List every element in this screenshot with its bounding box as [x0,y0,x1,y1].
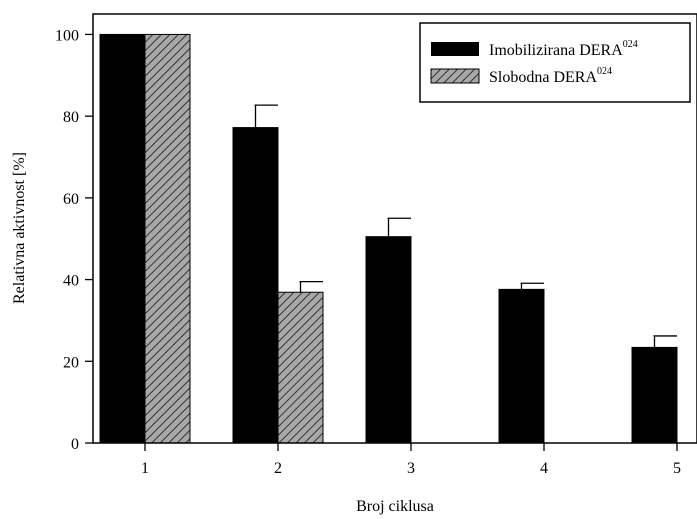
bars-layer [99,33,678,444]
bar-series1-cycle-3 [365,236,412,444]
y-tick-label: 100 [55,27,79,44]
legend-swatch-imobilizirana [431,42,479,56]
y-axis-title: Relativna aktivnost [%] [11,152,28,304]
legend: Imobilizirana DERA024 Slobodna DERA024 [419,22,691,103]
legend-label-imobilizirana: Imobilizirana DERA024 [489,39,638,59]
bar-series1-cycle-5 [631,346,678,444]
bar-series2-cycle-2 [277,291,324,444]
bar-series1-cycle-4 [498,288,545,444]
y-tick-label: 40 [63,273,79,290]
y-tick-label: 80 [63,109,79,126]
x-tick-label: 5 [673,460,681,477]
x-axis-title: Broj ciklusa [356,498,434,515]
y-tick-label: 20 [63,354,79,371]
legend-swatch-slobodna [430,68,480,84]
legend-label-slobodna: Slobodna DERA024 [489,66,612,86]
y-tick-label: 60 [63,191,79,208]
x-tick-label: 3 [407,460,415,477]
bar-series2-cycle-1 [144,33,191,444]
bar-series1-cycle-1 [99,33,146,444]
y-tick-label: 0 [71,436,79,453]
x-tick-label: 1 [141,460,149,477]
bar-series1-cycle-2 [232,127,279,444]
axes-layer: 0 20 40 60 80 100 1 2 3 4 5 [55,27,681,477]
x-tick-label: 4 [540,460,548,477]
legend-box [419,22,691,103]
x-tick-label: 2 [274,460,282,477]
plot-frame [92,13,697,444]
